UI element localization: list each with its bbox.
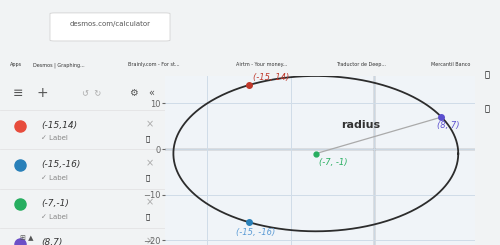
Text: (-15,14): (-15,14) [41, 121, 78, 130]
Text: 🔧: 🔧 [145, 174, 150, 181]
Text: radius: radius [341, 121, 380, 131]
Text: Desmos | Graphing...: Desmos | Graphing... [33, 62, 84, 68]
Text: 🔧: 🔧 [145, 135, 150, 142]
Text: Apps: Apps [10, 62, 22, 67]
Text: 🔧: 🔧 [145, 214, 150, 220]
Text: (-7,-1): (-7,-1) [41, 199, 69, 208]
Text: ×: × [145, 119, 154, 129]
Text: (-15,-16): (-15,-16) [41, 160, 80, 169]
Text: (8, 7): (8, 7) [438, 122, 460, 131]
Text: +: + [36, 86, 48, 100]
Text: ⚙: ⚙ [128, 88, 138, 98]
Text: (-15, 14): (-15, 14) [253, 73, 289, 82]
Text: 🔧: 🔧 [485, 70, 490, 79]
Text: ×: × [145, 158, 154, 168]
Text: ×: × [145, 197, 154, 207]
Text: «: « [148, 88, 154, 98]
Text: Mercantil Banco: Mercantil Banco [431, 62, 470, 67]
Text: ×: × [145, 237, 154, 245]
Text: (8,7): (8,7) [41, 238, 62, 245]
Text: desmos.com/calculator: desmos.com/calculator [70, 21, 150, 27]
Text: Airtm - Your money...: Airtm - Your money... [236, 62, 288, 67]
FancyBboxPatch shape [50, 13, 170, 41]
Text: (-7, -1): (-7, -1) [319, 158, 348, 167]
Text: ✓ Label: ✓ Label [41, 175, 68, 181]
Text: ✓ Label: ✓ Label [41, 214, 68, 220]
Text: ≡: ≡ [13, 86, 24, 100]
Text: ↺  ↻: ↺ ↻ [82, 89, 102, 98]
Text: Traductor de Deep...: Traductor de Deep... [336, 62, 386, 67]
Text: ⊞ ▲: ⊞ ▲ [20, 235, 34, 241]
Text: ✓ Label: ✓ Label [41, 135, 68, 141]
Text: (-15, -16): (-15, -16) [236, 228, 276, 237]
Text: 🏠: 🏠 [485, 105, 490, 113]
Text: Brainly.com - For st...: Brainly.com - For st... [128, 62, 180, 67]
